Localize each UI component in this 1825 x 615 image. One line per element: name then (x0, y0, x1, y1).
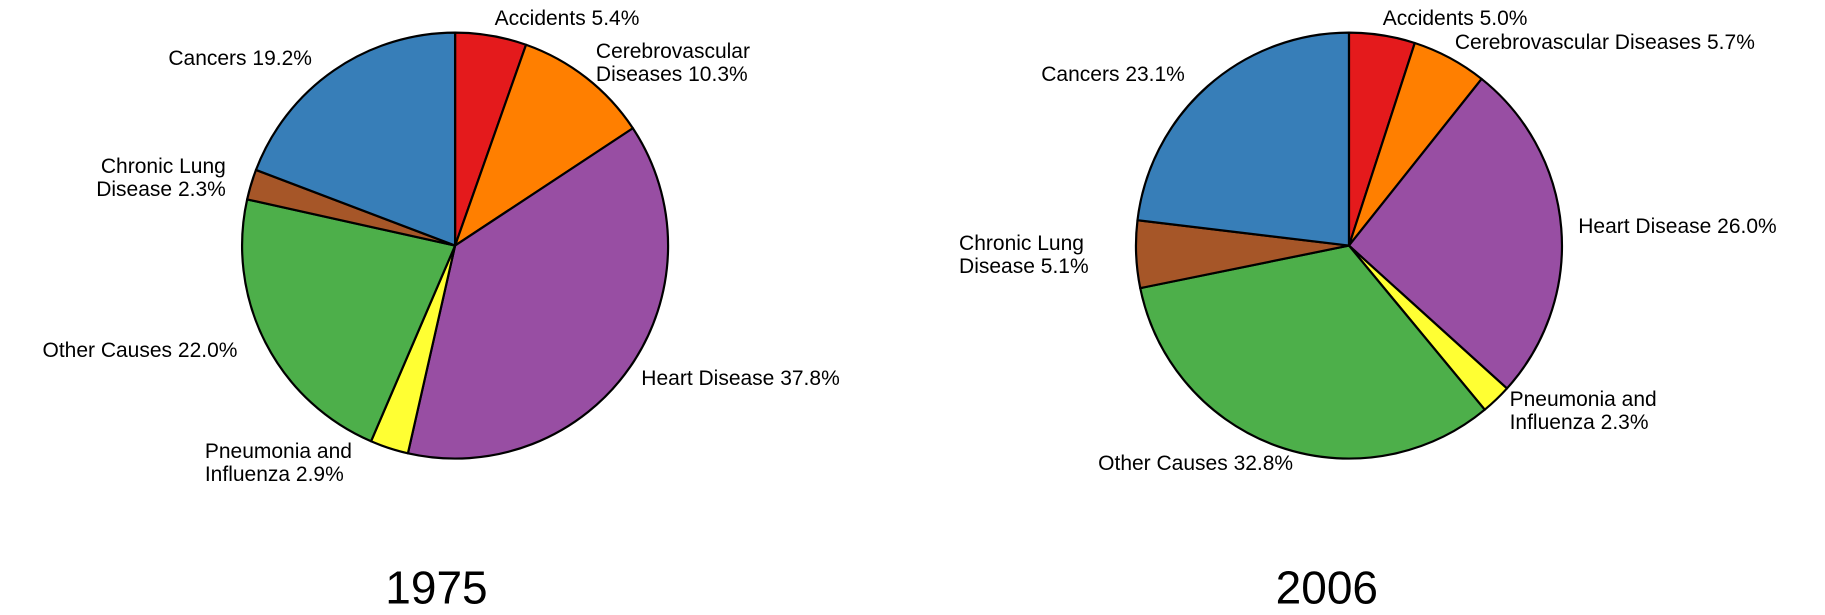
value-label: 10.3% (688, 63, 748, 87)
slice-label: Heart Disease 26.0% (1578, 215, 1776, 239)
slice-label: Pneumonia and Influenza 2.3% (1510, 388, 1695, 435)
value-label: 5.1% (1040, 255, 1089, 279)
category-name: Heart Disease (1578, 215, 1712, 239)
slice-label: Other Causes 22.0% (42, 339, 237, 363)
pie-slice (1139, 244, 1486, 460)
value-label: 32.8% (1233, 451, 1294, 475)
value-label: 37.8% (780, 366, 840, 390)
category-name: Accidents (494, 6, 586, 30)
chart-title: 1975 (385, 561, 487, 613)
pie-slice (1136, 31, 1351, 247)
pie-slice (254, 31, 457, 247)
category-name: Cancers (1041, 62, 1120, 86)
value-label: 2.3% (177, 178, 226, 202)
slice-label: Cancers 19.2% (168, 47, 312, 71)
category-name: Accidents (1382, 6, 1474, 30)
value-label: 5.7% (1707, 31, 1755, 55)
category-name: Chronic Lung Disease (96, 154, 226, 202)
slice-label: Chronic Lung Disease 2.3% (56, 155, 226, 202)
category-name: Heart Disease (641, 366, 775, 390)
slice-label: Cerebrovascular Diseases 10.3% (596, 40, 786, 87)
pie-slice (1347, 77, 1564, 390)
category-name: Chronic Lung Disease (959, 231, 1084, 279)
pie-slice (240, 198, 457, 443)
value-label: 2.3% (1600, 411, 1649, 435)
slice-label: Pneumonia and Influenza 2.9% (205, 440, 390, 487)
slice-label: Other Causes 32.8% (1098, 452, 1293, 476)
value-label: 23.1% (1125, 62, 1185, 86)
value-label: 5.4% (591, 6, 640, 30)
category-name: Cerebrovascular Diseases (1454, 31, 1702, 55)
category-name: Cerebrovascular Diseases (595, 39, 750, 87)
slice-label: Cerebrovascular Diseases 5.7% (1455, 31, 1755, 55)
value-label: 26.0% (1717, 215, 1777, 239)
slice-label: Heart Disease 37.8% (641, 367, 839, 391)
pie-slice (406, 127, 670, 460)
slice-label: Accidents 5.0% (1383, 7, 1528, 31)
category-name: Pneumonia and Influenza (1509, 387, 1657, 435)
value-label: 2.9% (295, 463, 344, 487)
value-label: 19.2% (252, 46, 312, 70)
slice-label: Cancers 23.1% (1041, 63, 1185, 87)
slice-label: Chronic Lung Disease 5.1% (959, 232, 1129, 279)
value-label: 5.0% (1479, 6, 1528, 30)
value-label: 22.0% (177, 338, 238, 362)
category-name: Pneumonia and Influenza (204, 439, 352, 487)
pie-slice (453, 43, 634, 247)
category-name: Other Causes (42, 338, 173, 362)
chart-title: 2006 (1276, 561, 1378, 613)
slice-label: Accidents 5.4% (495, 7, 640, 31)
category-name: Cancers (168, 46, 247, 70)
category-name: Other Causes (1098, 451, 1228, 475)
